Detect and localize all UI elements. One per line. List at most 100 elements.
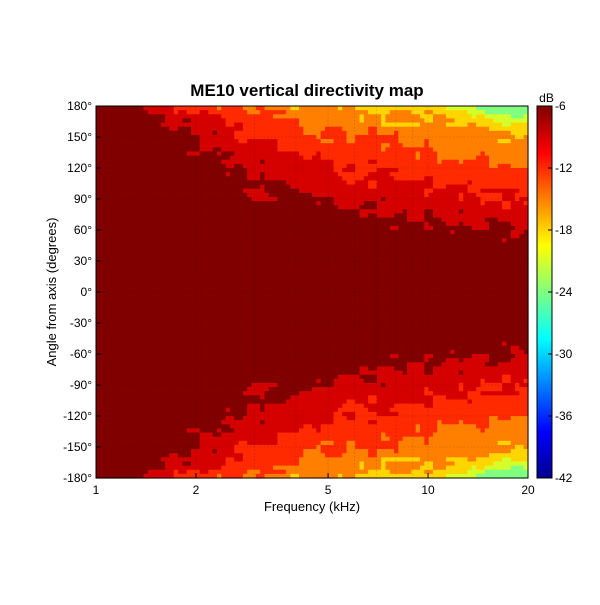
heatmap-cell	[174, 342, 179, 347]
heatmap-cell	[243, 114, 248, 119]
heatmap-cell	[187, 387, 192, 392]
heatmap-cell	[200, 428, 205, 433]
heatmap-cell	[191, 395, 196, 400]
heatmap-cell	[122, 428, 127, 433]
heatmap-cell	[325, 309, 330, 314]
heatmap-cell	[195, 433, 200, 438]
heatmap-cell	[144, 143, 149, 148]
heatmap-cell	[152, 275, 157, 280]
heatmap-cell	[96, 284, 101, 289]
heatmap-cell	[277, 185, 282, 190]
heatmap-cell	[286, 147, 291, 152]
heatmap-cell	[217, 172, 222, 177]
heatmap-cell	[105, 218, 110, 223]
heatmap-cell	[174, 362, 179, 367]
heatmap-cell	[303, 337, 308, 342]
heatmap-cell	[178, 337, 183, 342]
heatmap-cell	[182, 466, 187, 471]
heatmap-cell	[260, 300, 265, 305]
heatmap-cell	[182, 333, 187, 338]
heatmap-cell	[282, 309, 287, 314]
heatmap-cell	[213, 329, 218, 334]
heatmap-cell	[234, 127, 239, 132]
heatmap-cell	[109, 267, 114, 272]
heatmap-cell	[277, 271, 282, 276]
heatmap-cell	[290, 222, 295, 227]
heatmap-cell	[182, 309, 187, 314]
heatmap-cell	[226, 362, 231, 367]
heatmap-cell	[226, 160, 231, 165]
heatmap-cell	[308, 379, 313, 384]
heatmap-cell	[187, 131, 192, 136]
heatmap-cell	[252, 114, 257, 119]
heatmap-cell	[178, 292, 183, 297]
heatmap-cell	[217, 300, 222, 305]
heatmap-cell	[256, 461, 261, 466]
heatmap-cell	[230, 197, 235, 202]
heatmap-cell	[230, 358, 235, 363]
heatmap-cell	[152, 106, 157, 111]
heatmap-cell	[221, 106, 226, 111]
heatmap-cell	[126, 404, 131, 409]
heatmap-cell	[109, 449, 114, 454]
heatmap-cell	[152, 371, 157, 376]
heatmap-cell	[308, 118, 313, 123]
heatmap-cell	[174, 123, 179, 128]
heatmap-cell	[282, 337, 287, 342]
heatmap-cell	[325, 424, 330, 429]
heatmap-cell	[252, 470, 257, 475]
heatmap-cell	[234, 180, 239, 185]
heatmap-cell	[277, 247, 282, 252]
heatmap-cell	[148, 106, 153, 111]
heatmap-cell	[303, 346, 308, 351]
heatmap-cell	[187, 366, 192, 371]
heatmap-cell	[96, 296, 101, 301]
heatmap-cell	[152, 205, 157, 210]
heatmap-cell	[148, 371, 153, 376]
heatmap-cell	[329, 309, 334, 314]
heatmap-cell	[217, 461, 222, 466]
heatmap-cell	[131, 242, 136, 247]
heatmap-cell	[316, 313, 321, 318]
heatmap-cell	[208, 209, 213, 214]
heatmap-cell	[96, 333, 101, 338]
heatmap-cell	[256, 201, 261, 206]
heatmap-cell	[200, 205, 205, 210]
heatmap-cell	[161, 466, 166, 471]
heatmap-cell	[243, 234, 248, 239]
heatmap-cell	[122, 201, 127, 206]
heatmap-cell	[118, 408, 123, 413]
heatmap-cell	[290, 209, 295, 214]
heatmap-cell	[200, 189, 205, 194]
heatmap-cell	[299, 168, 304, 173]
heatmap-cell	[243, 441, 248, 446]
heatmap-cell	[295, 197, 300, 202]
heatmap-cell	[217, 284, 222, 289]
heatmap-cell	[234, 416, 239, 421]
heatmap-cell	[144, 280, 149, 285]
heatmap-cell	[113, 230, 118, 235]
heatmap-cell	[200, 185, 205, 190]
heatmap-cell	[213, 358, 218, 363]
heatmap-cell	[191, 300, 196, 305]
heatmap-cell	[277, 441, 282, 446]
heatmap-cell	[243, 160, 248, 165]
heatmap-cell	[264, 242, 269, 247]
heatmap-cell	[256, 205, 261, 210]
heatmap-cell	[264, 139, 269, 144]
heatmap-cell	[230, 309, 235, 314]
heatmap-cell	[264, 275, 269, 280]
heatmap-cell	[303, 453, 308, 458]
heatmap-cell	[269, 366, 274, 371]
heatmap-cell	[105, 284, 110, 289]
heatmap-cell	[208, 395, 213, 400]
heatmap-cell	[226, 205, 231, 210]
heatmap-cell	[100, 118, 105, 123]
heatmap-cell	[165, 209, 170, 214]
heatmap-cell	[329, 156, 334, 161]
heatmap-cell	[122, 213, 127, 218]
heatmap-cell	[282, 151, 287, 156]
heatmap-cell	[286, 267, 291, 272]
heatmap-cell	[321, 304, 326, 309]
heatmap-cell	[286, 292, 291, 297]
